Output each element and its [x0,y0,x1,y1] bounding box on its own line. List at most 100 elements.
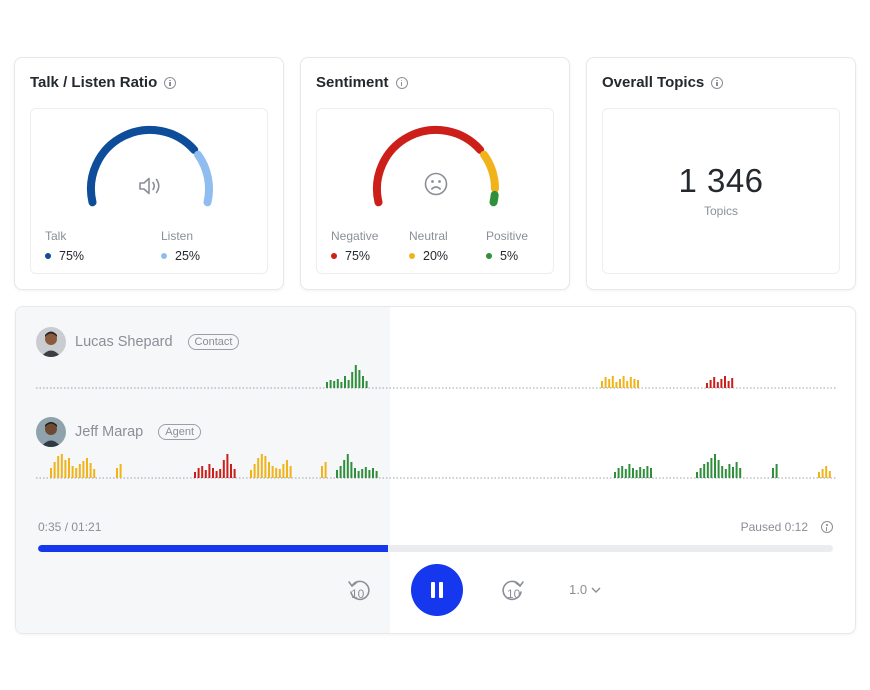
playback-speed-value: 1.0 [569,582,588,597]
forward-seconds: 10 [507,587,521,601]
waveform-bar [215,471,218,478]
pause-icon [431,582,435,598]
waveform-bar [632,468,634,478]
waveform-bar [717,460,720,478]
waveform-bar [257,458,260,478]
waveform-bar [739,468,742,478]
talk-listen-gauge [86,125,214,207]
waveform-bar [611,376,614,388]
waveform-bar [324,462,327,478]
info-icon[interactable] [395,76,408,89]
waveform-bar [633,379,636,388]
listen-label: Listen [161,229,194,243]
waveform-bar [818,472,820,478]
waveform-bar [621,466,624,478]
topics-title: Overall Topics [602,74,705,91]
negative-value: 75% [345,249,371,263]
paused-status: Paused 0:12 [740,520,808,534]
waveform-bar [53,462,56,478]
sentiment-card: Sentiment Negative 75% Neutral 20% Posit… [300,57,570,290]
waveform-bar [724,376,726,388]
speaker-role-badge: Agent [158,424,201,440]
waveform-bar [775,464,778,478]
waveform-bar [650,468,652,478]
waveform-bar [646,466,649,478]
waveform-bar [828,471,831,478]
neutral-arc [480,150,499,193]
waveform-bar [116,468,118,478]
waveform-bar [343,460,346,478]
waveform-bar [78,464,81,478]
waveform-bar [732,467,734,478]
listen-dot [161,253,167,259]
speaker-name: Jeff Marap [75,424,144,440]
rewind-10-button[interactable]: 10 [346,577,372,608]
waveform-bar [275,468,278,478]
talk-listen-card: Talk / Listen Ratio Talk 75% Listen 25% [14,57,284,290]
rewind-seconds: 10 [351,587,365,601]
waveform-bar [222,460,225,478]
waveform-bar [197,468,200,478]
waveform-bar [233,469,236,478]
waveform-bar [286,460,288,478]
waveform-bar [358,370,361,388]
waveform-bar [714,454,716,478]
talk-label: Talk [45,229,67,243]
waveform-bar [713,377,716,388]
waveform-bar [75,468,78,478]
waveform-bar [282,464,285,478]
pause-button[interactable] [411,564,463,616]
playback-speed-select[interactable]: 1.0 [569,582,601,597]
sad-face-icon [424,172,448,196]
waveform-bar [250,470,252,478]
waveform-bar [354,365,357,388]
positive-label: Positive [486,229,529,243]
waveform-bar [268,462,270,478]
progress-bar[interactable] [38,545,833,552]
waveform-bar [347,380,350,388]
waveform-bar [346,454,349,478]
waveform-bar [226,454,229,478]
avatar [36,327,66,357]
waveform-bar [375,471,378,478]
waveform-bar [629,377,632,388]
speaker-role-badge: Contact [187,334,240,350]
waveform-bar [212,468,214,478]
waveform-bar [50,468,52,478]
waveform-bar [639,467,642,478]
waveform-bar [709,380,712,388]
waveform-bar [64,460,67,478]
listen-arc [194,150,214,207]
waveform-bar [601,381,603,388]
call-player: Lucas Shepard Contact Jeff Marap Agent 0… [15,306,856,634]
waveform-bar [735,462,738,478]
waveform-bar [706,462,709,478]
waveform-bar [89,463,92,478]
speaker-row-contact: Lucas Shepard Contact [36,327,240,357]
positive-dot [486,253,492,259]
sentiment-title: Sentiment [316,74,389,91]
info-icon[interactable] [821,521,833,533]
waveform-bar [365,381,368,388]
waveform-bar [86,458,88,478]
topics-panel: 1 346 Topics [602,108,840,274]
waveform-bar [731,378,734,388]
waveform-bar [635,470,638,478]
positive-arc [489,190,499,207]
info-icon[interactable] [711,76,724,89]
waveform-bar [825,466,828,478]
waveform-bar [333,381,336,388]
forward-10-button[interactable]: 10 [500,577,526,608]
talk-value: 75% [59,249,85,263]
waveform-bar [68,458,70,478]
agent-waveform [36,454,836,479]
topics-label: Topics [703,204,738,218]
waveform-bar [608,379,611,388]
waveform-bar [82,461,85,478]
waveform-bar [271,466,274,478]
waveform-bar [60,454,63,478]
negative-arc [372,125,485,207]
neutral-dot [409,253,415,259]
info-icon[interactable] [164,76,177,89]
speaker-row-agent: Jeff Marap Agent [36,417,201,447]
